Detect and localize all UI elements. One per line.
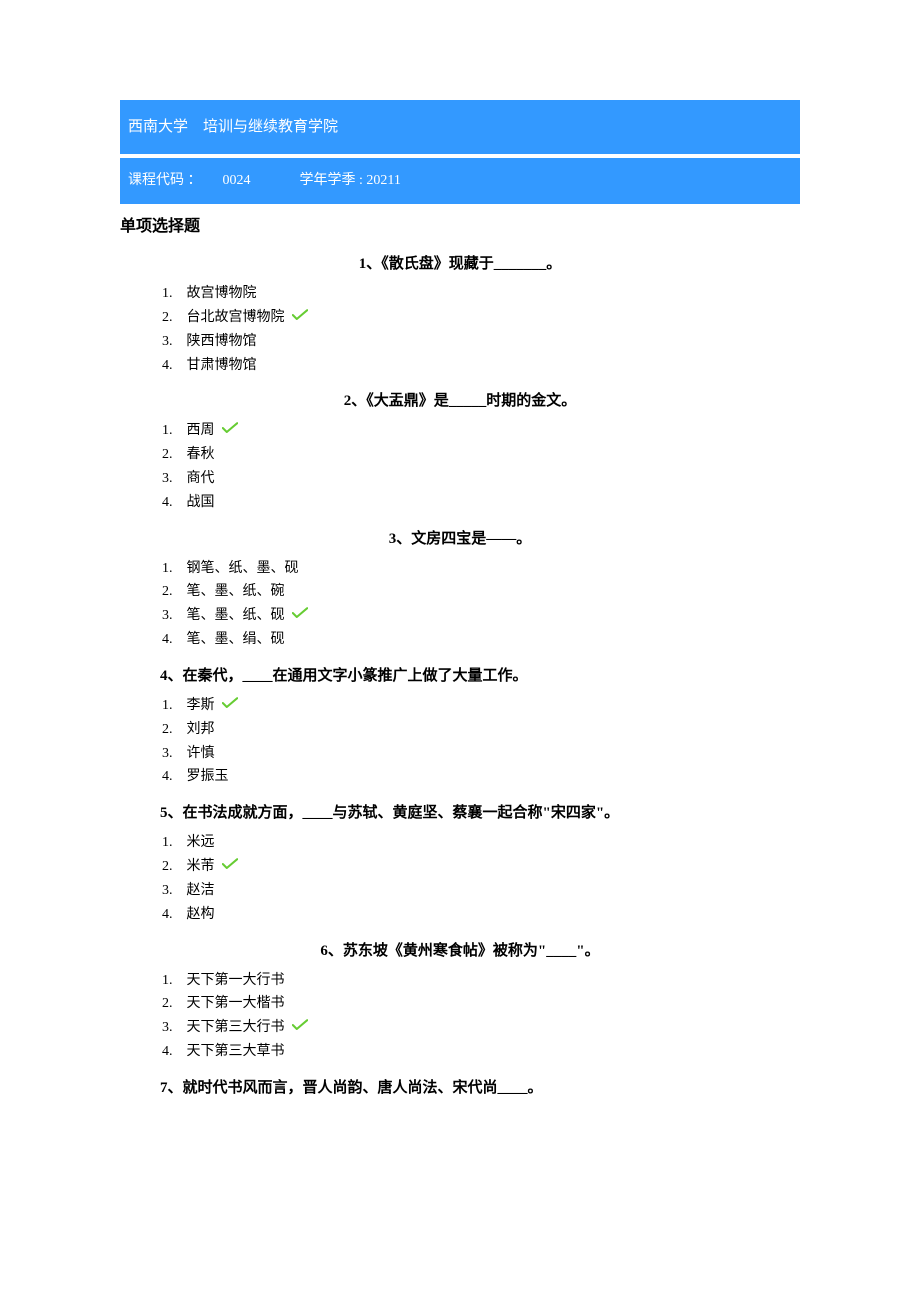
option-item: 1. 米远: [162, 831, 800, 855]
question-text: 4、在秦代，____在通用文字小篆推广上做了大量工作。: [120, 664, 800, 688]
option-item: 3. 许慎: [162, 742, 800, 766]
option-item: 2. 米芾: [162, 855, 800, 879]
header-course-block: 课程代码 ： 0024 学年学季 : 20211: [120, 158, 800, 204]
questions-container: 1、《散氏盘》现藏于_______。 1. 故宫博物院2. 台北故宫博物院 3. …: [120, 252, 800, 1100]
option-item: 3. 笔、墨、纸、砚: [162, 604, 800, 628]
option-item: 2. 台北故宫博物院: [162, 306, 800, 330]
question-text: 6、苏东坡《黄州寒食帖》被称为"____"。: [120, 939, 800, 963]
option-item: 3. 商代: [162, 467, 800, 491]
check-icon: [222, 419, 238, 443]
semester-value: 20211: [366, 173, 400, 188]
option-list: 1. 米远2. 米芾 3. 赵洁4. 赵构: [120, 831, 800, 926]
option-item: 3. 陕西博物馆: [162, 330, 800, 354]
option-item: 4. 笔、墨、绢、砚: [162, 628, 800, 652]
option-list: 1. 李斯 2. 刘邦3. 许慎4. 罗振玉: [120, 694, 800, 789]
option-item: 1. 李斯: [162, 694, 800, 718]
option-list: 1. 天下第一大行书2. 天下第一大楷书3. 天下第三大行书 4. 天下第三大草…: [120, 969, 800, 1064]
check-icon: [292, 1016, 308, 1040]
check-icon: [222, 855, 238, 879]
option-item: 3. 天下第三大行书: [162, 1016, 800, 1040]
option-item: 1. 西周: [162, 419, 800, 443]
option-item: 1. 钢笔、纸、墨、砚: [162, 557, 800, 581]
option-item: 2. 天下第一大楷书: [162, 992, 800, 1016]
option-item: 2. 刘邦: [162, 718, 800, 742]
option-item: 1. 故宫博物院: [162, 282, 800, 306]
section-title: 单项选择题: [120, 214, 800, 240]
question-text: 7、就时代书风而言，晋人尚韵、唐人尚法、宋代尚____。: [120, 1076, 800, 1100]
option-item: 2. 春秋: [162, 443, 800, 467]
question-text: 5、在书法成就方面，____与苏轼、黄庭坚、蔡襄一起合称"宋四家"。: [120, 801, 800, 825]
option-list: 1. 西周 2. 春秋3. 商代4. 战国: [120, 419, 800, 514]
question-text: 1、《散氏盘》现藏于_______。: [120, 252, 800, 276]
course-code: 0024: [223, 173, 251, 188]
check-icon: [292, 306, 308, 330]
institution-text: 西南大学 培训与继续教育学院: [128, 119, 338, 135]
option-item: 4. 天下第三大草书: [162, 1040, 800, 1064]
course-label: 课程代码 ：: [128, 173, 202, 188]
option-list: 1. 钢笔、纸、墨、砚2. 笔、墨、纸、碗3. 笔、墨、纸、砚 4. 笔、墨、绢…: [120, 557, 800, 652]
option-item: 4. 赵构: [162, 903, 800, 927]
header-institution-block: 西南大学 培训与继续教育学院: [120, 100, 800, 154]
question-text: 3、文房四宝是——。: [120, 527, 800, 551]
check-icon: [222, 694, 238, 718]
option-item: 3. 赵洁: [162, 879, 800, 903]
semester-label: 学年学季 :: [300, 173, 367, 188]
question-text: 2、《大盂鼎》是_____时期的金文。: [120, 389, 800, 413]
option-item: 2. 笔、墨、纸、碗: [162, 580, 800, 604]
option-item: 4. 战国: [162, 491, 800, 515]
option-item: 4. 甘肃博物馆: [162, 354, 800, 378]
option-item: 4. 罗振玉: [162, 765, 800, 789]
check-icon: [292, 604, 308, 628]
option-item: 1. 天下第一大行书: [162, 969, 800, 993]
option-list: 1. 故宫博物院2. 台北故宫博物院 3. 陕西博物馆4. 甘肃博物馆: [120, 282, 800, 377]
